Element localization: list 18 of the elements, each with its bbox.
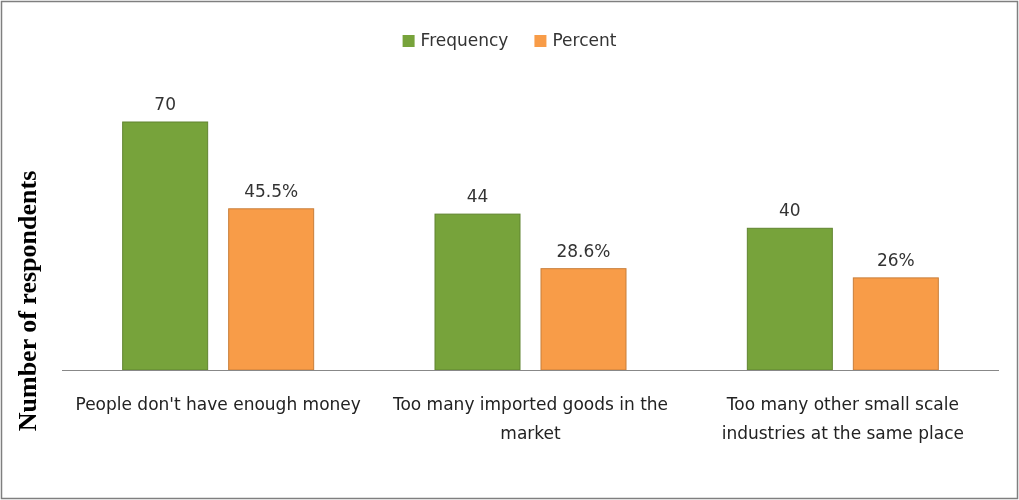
legend-label: Percent — [552, 30, 617, 50]
bar — [122, 121, 209, 371]
bar — [540, 268, 627, 371]
data-label: 40 — [779, 200, 801, 221]
bar — [852, 277, 939, 371]
bar — [434, 213, 521, 371]
data-label: 28.6% — [556, 240, 611, 261]
legend-label: Frequency — [420, 30, 509, 50]
bar — [746, 227, 833, 371]
data-label: 44 — [466, 186, 489, 207]
data-label: 26% — [876, 249, 915, 270]
x-tick-label: Too many other small scale industries at the same place — [721, 394, 964, 443]
y-axis-title: Number of respondents — [13, 170, 42, 432]
data-label: 45.5% — [244, 180, 299, 201]
x-tick-label: Too many imported goods in the market — [391, 394, 669, 443]
bar — [228, 208, 315, 371]
data-label: 70 — [154, 94, 176, 114]
x-tick-label: People don't have enough money — [75, 394, 361, 414]
